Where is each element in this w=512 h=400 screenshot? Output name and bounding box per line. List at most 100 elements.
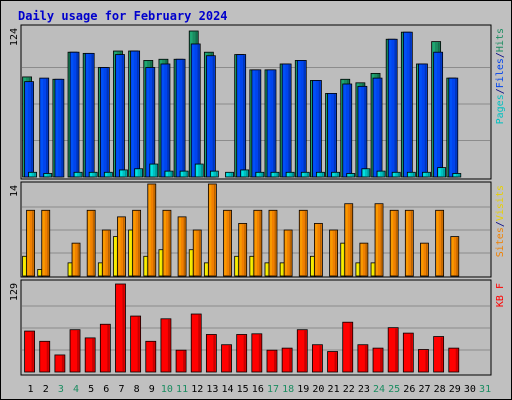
x-tick-label: 29 (449, 384, 461, 395)
bar-visits-day-15 (238, 223, 248, 277)
bar-pages-day-12 (194, 163, 204, 178)
bar-kbf-day-26 (402, 332, 414, 373)
bar-files-day-27 (418, 63, 428, 178)
legend-entry: / (495, 221, 506, 227)
x-tick-label: 7 (118, 384, 124, 395)
mid-legend: Sites/Visits (495, 185, 506, 257)
bar-files-day-25 (387, 38, 398, 178)
legend-entry: Visits (495, 185, 506, 221)
x-tick-label: 23 (358, 384, 370, 395)
bar-kbf-day-1 (24, 330, 35, 373)
bar-pages-day-7 (119, 169, 128, 178)
bar-visits-day-25 (389, 209, 399, 277)
bar-files-day-26 (402, 31, 413, 178)
x-tick-label: 15 (237, 384, 249, 395)
legend-entry: Pages (495, 94, 506, 124)
bar-visits-day-22 (344, 203, 354, 277)
bar-visits-day-2 (41, 209, 51, 277)
bar-visits-day-8 (132, 209, 142, 277)
bar-files-day-22 (342, 83, 353, 178)
x-tick-label: 18 (282, 384, 294, 395)
bar-visits-day-1 (26, 209, 35, 277)
bar-kbf-day-14 (221, 344, 232, 373)
x-tick-label: 11 (176, 384, 188, 395)
x-tick-label: 12 (191, 384, 203, 395)
bar-visits-day-17 (268, 209, 278, 277)
legend-entry: KB F (495, 283, 506, 307)
bot-ymax-label: 129 (9, 283, 20, 301)
x-tick-label: 30 (464, 384, 476, 395)
bar-kbf-day-16 (251, 333, 263, 373)
bar-kbf-day-5 (84, 337, 96, 373)
bar-visits-day-7 (117, 216, 126, 277)
bar-visits-day-14 (223, 209, 232, 277)
bar-kbf-day-2 (39, 340, 51, 373)
bar-files-day-24 (372, 77, 383, 178)
bar-files-day-9 (145, 67, 156, 178)
bar-pages-day-11 (179, 170, 189, 178)
x-tick-label: 25 (388, 384, 400, 395)
bar-visits-day-4 (71, 242, 81, 277)
bar-files-day-4 (69, 51, 80, 178)
bar-pages-day-28 (437, 167, 447, 178)
x-tick-label: 14 (222, 384, 234, 395)
bar-pages-day-16 (255, 171, 265, 178)
bar-pages-day-22 (346, 173, 356, 178)
bar-kbf-day-10 (160, 318, 172, 373)
bar-kbf-day-11 (175, 349, 187, 373)
bar-pages-day-10 (164, 170, 174, 178)
legend-entry: / (495, 52, 506, 58)
x-tick-label: 2 (43, 384, 49, 395)
bar-pages-day-9 (149, 163, 159, 178)
top-legend: Pages/Files/Hits (495, 28, 506, 124)
bar-kbf-day-7 (115, 283, 126, 373)
bar-pages-day-18 (285, 171, 295, 178)
bar-visits-day-5 (86, 209, 96, 277)
bar-visits-day-24 (374, 203, 384, 277)
x-tick-label: 26 (403, 384, 415, 395)
bar-kbf-day-25 (387, 327, 399, 373)
bar-files-day-12 (190, 43, 201, 178)
x-tick-label: 6 (103, 384, 109, 395)
bar-files-day-28 (433, 51, 444, 178)
x-tick-label: 8 (134, 384, 140, 395)
bar-kbf-day-3 (54, 354, 66, 373)
bar-pages-day-23 (361, 168, 371, 178)
bar-pages-day-6 (103, 171, 113, 178)
bar-pages-day-24 (376, 170, 386, 178)
bar-kbf-day-4 (69, 329, 81, 373)
bar-files-day-8 (130, 50, 141, 178)
x-tick-label: 10 (161, 384, 173, 395)
bar-files-day-18 (281, 63, 292, 178)
legend-entry: Sites (495, 227, 506, 257)
bar-files-day-7 (115, 54, 125, 178)
bar-kbf-day-6 (99, 323, 111, 373)
bar-pages-day-15 (240, 169, 250, 178)
bar-kbf-day-21 (327, 351, 338, 373)
bar-kbf-day-17 (266, 349, 278, 373)
x-tick-label: 3 (58, 384, 64, 395)
bar-kbf-day-20 (312, 344, 323, 373)
bar-kbf-day-13 (205, 334, 217, 373)
bar-visits-day-23 (359, 242, 369, 277)
bar-kbf-day-19 (296, 329, 308, 373)
bar-pages-day-4 (73, 171, 83, 178)
bar-files-day-1 (24, 81, 34, 178)
bar-files-day-16 (251, 69, 262, 178)
bar-pages-day-5 (88, 171, 98, 178)
x-tick-label: 4 (73, 384, 79, 395)
x-tick-label: 20 (312, 384, 324, 395)
bar-kbf-day-12 (190, 313, 202, 373)
bar-files-day-19 (296, 60, 307, 178)
x-tick-label: 9 (149, 384, 155, 395)
x-tick-label: 5 (88, 384, 94, 395)
x-tick-label: 17 (267, 384, 279, 395)
bar-kbf-day-22 (342, 321, 354, 373)
bar-pages-day-13 (209, 170, 219, 178)
bot-legend: KB F (495, 283, 506, 307)
x-tick-label: 22 (343, 384, 355, 395)
mid-ymax-label: 14 (9, 185, 20, 197)
bar-kbf-day-29 (448, 347, 460, 373)
bar-kbf-day-24 (372, 347, 384, 373)
x-tick-label: 31 (479, 384, 491, 395)
